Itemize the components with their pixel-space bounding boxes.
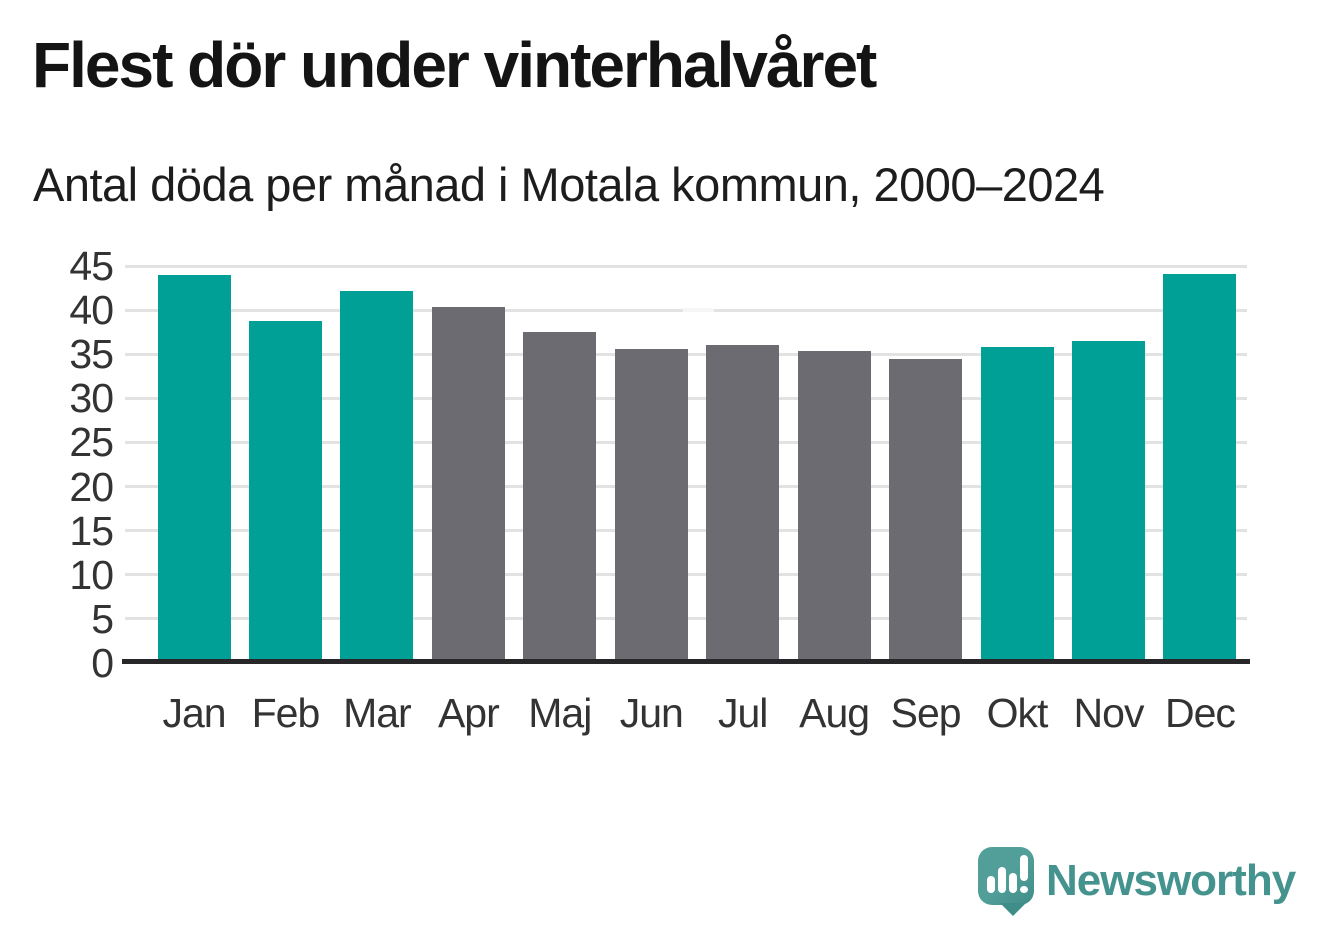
y-axis-tick-label-20: 20 <box>69 463 114 510</box>
bar-nov <box>1072 341 1145 663</box>
x-axis-tick-label-jan: Jan <box>162 690 226 736</box>
bar-apr <box>431 306 505 663</box>
bar-jun <box>614 348 688 663</box>
x-axis-tick-label-sep: Sep <box>890 690 962 736</box>
bar-jul <box>706 345 780 663</box>
chart-subtitle: Antal döda per månad i Motala kommun, 20… <box>33 158 1105 211</box>
logo-exclamation-dot <box>1020 886 1028 893</box>
y-axis-tick-label-30: 30 <box>69 375 114 422</box>
x-axis-tick-label-nov: Nov <box>1073 690 1145 736</box>
y-axis-tick-label-40: 40 <box>69 287 114 334</box>
bar-sep <box>889 358 963 663</box>
gridline-gap-artifact <box>683 308 714 312</box>
bar-mar <box>340 290 414 663</box>
bar-dec <box>1163 273 1237 663</box>
bar-chart-plot-area: 0 5 10 15 20 25 30 35 40 45 Jan Feb Mar Apr Maj Jun Jul A… <box>69 244 1250 736</box>
bar-jan <box>157 274 231 663</box>
x-axis-tick-label-dec: Dec <box>1164 690 1236 736</box>
bar-maj <box>523 332 597 663</box>
x-axis-tick-label-mar: Mar <box>343 690 412 736</box>
y-axis-tick-label-25: 25 <box>69 419 114 466</box>
x-axis-tick-label-okt: Okt <box>986 690 1049 736</box>
logo-chart-bar-icon <box>1009 873 1017 893</box>
logo-chart-bar-icon <box>987 876 995 893</box>
bar-okt <box>980 347 1054 663</box>
y-axis-tick-label-5: 5 <box>91 595 114 642</box>
brand-footer: Newsworthy <box>976 842 1306 932</box>
x-axis-tick-label-jul: Jul <box>717 690 768 736</box>
x-axis-tick-label-apr: Apr <box>437 690 500 736</box>
bar-aug <box>797 350 871 663</box>
y-axis-tick-label-35: 35 <box>69 331 114 378</box>
x-axis-tick-label-aug: Aug <box>799 690 870 736</box>
x-axis-tick-label-feb: Feb <box>251 690 321 736</box>
newsworthy-logo-icon <box>978 847 1034 916</box>
y-axis-tick-label-0: 0 <box>91 640 114 686</box>
logo-chart-bar-icon <box>998 867 1006 893</box>
y-axis-tick-label-45: 45 <box>69 243 114 289</box>
gridline-y-45 <box>125 264 1247 268</box>
logo-exclamation-icon <box>1020 855 1028 881</box>
x-axis-line <box>122 659 1250 664</box>
y-axis-tick-label-15: 15 <box>69 507 114 554</box>
y-axis-tick-label-10: 10 <box>69 551 114 598</box>
x-axis-tick-label-jun: Jun <box>619 690 684 736</box>
bar-feb <box>248 320 322 663</box>
brand-name: Newsworthy <box>1046 856 1296 905</box>
chart-title: Flest dör under vinterhalvåret <box>32 29 877 101</box>
x-axis-tick-label-maj: Maj <box>528 690 592 736</box>
logo-speech-bubble-tail <box>1000 903 1026 916</box>
